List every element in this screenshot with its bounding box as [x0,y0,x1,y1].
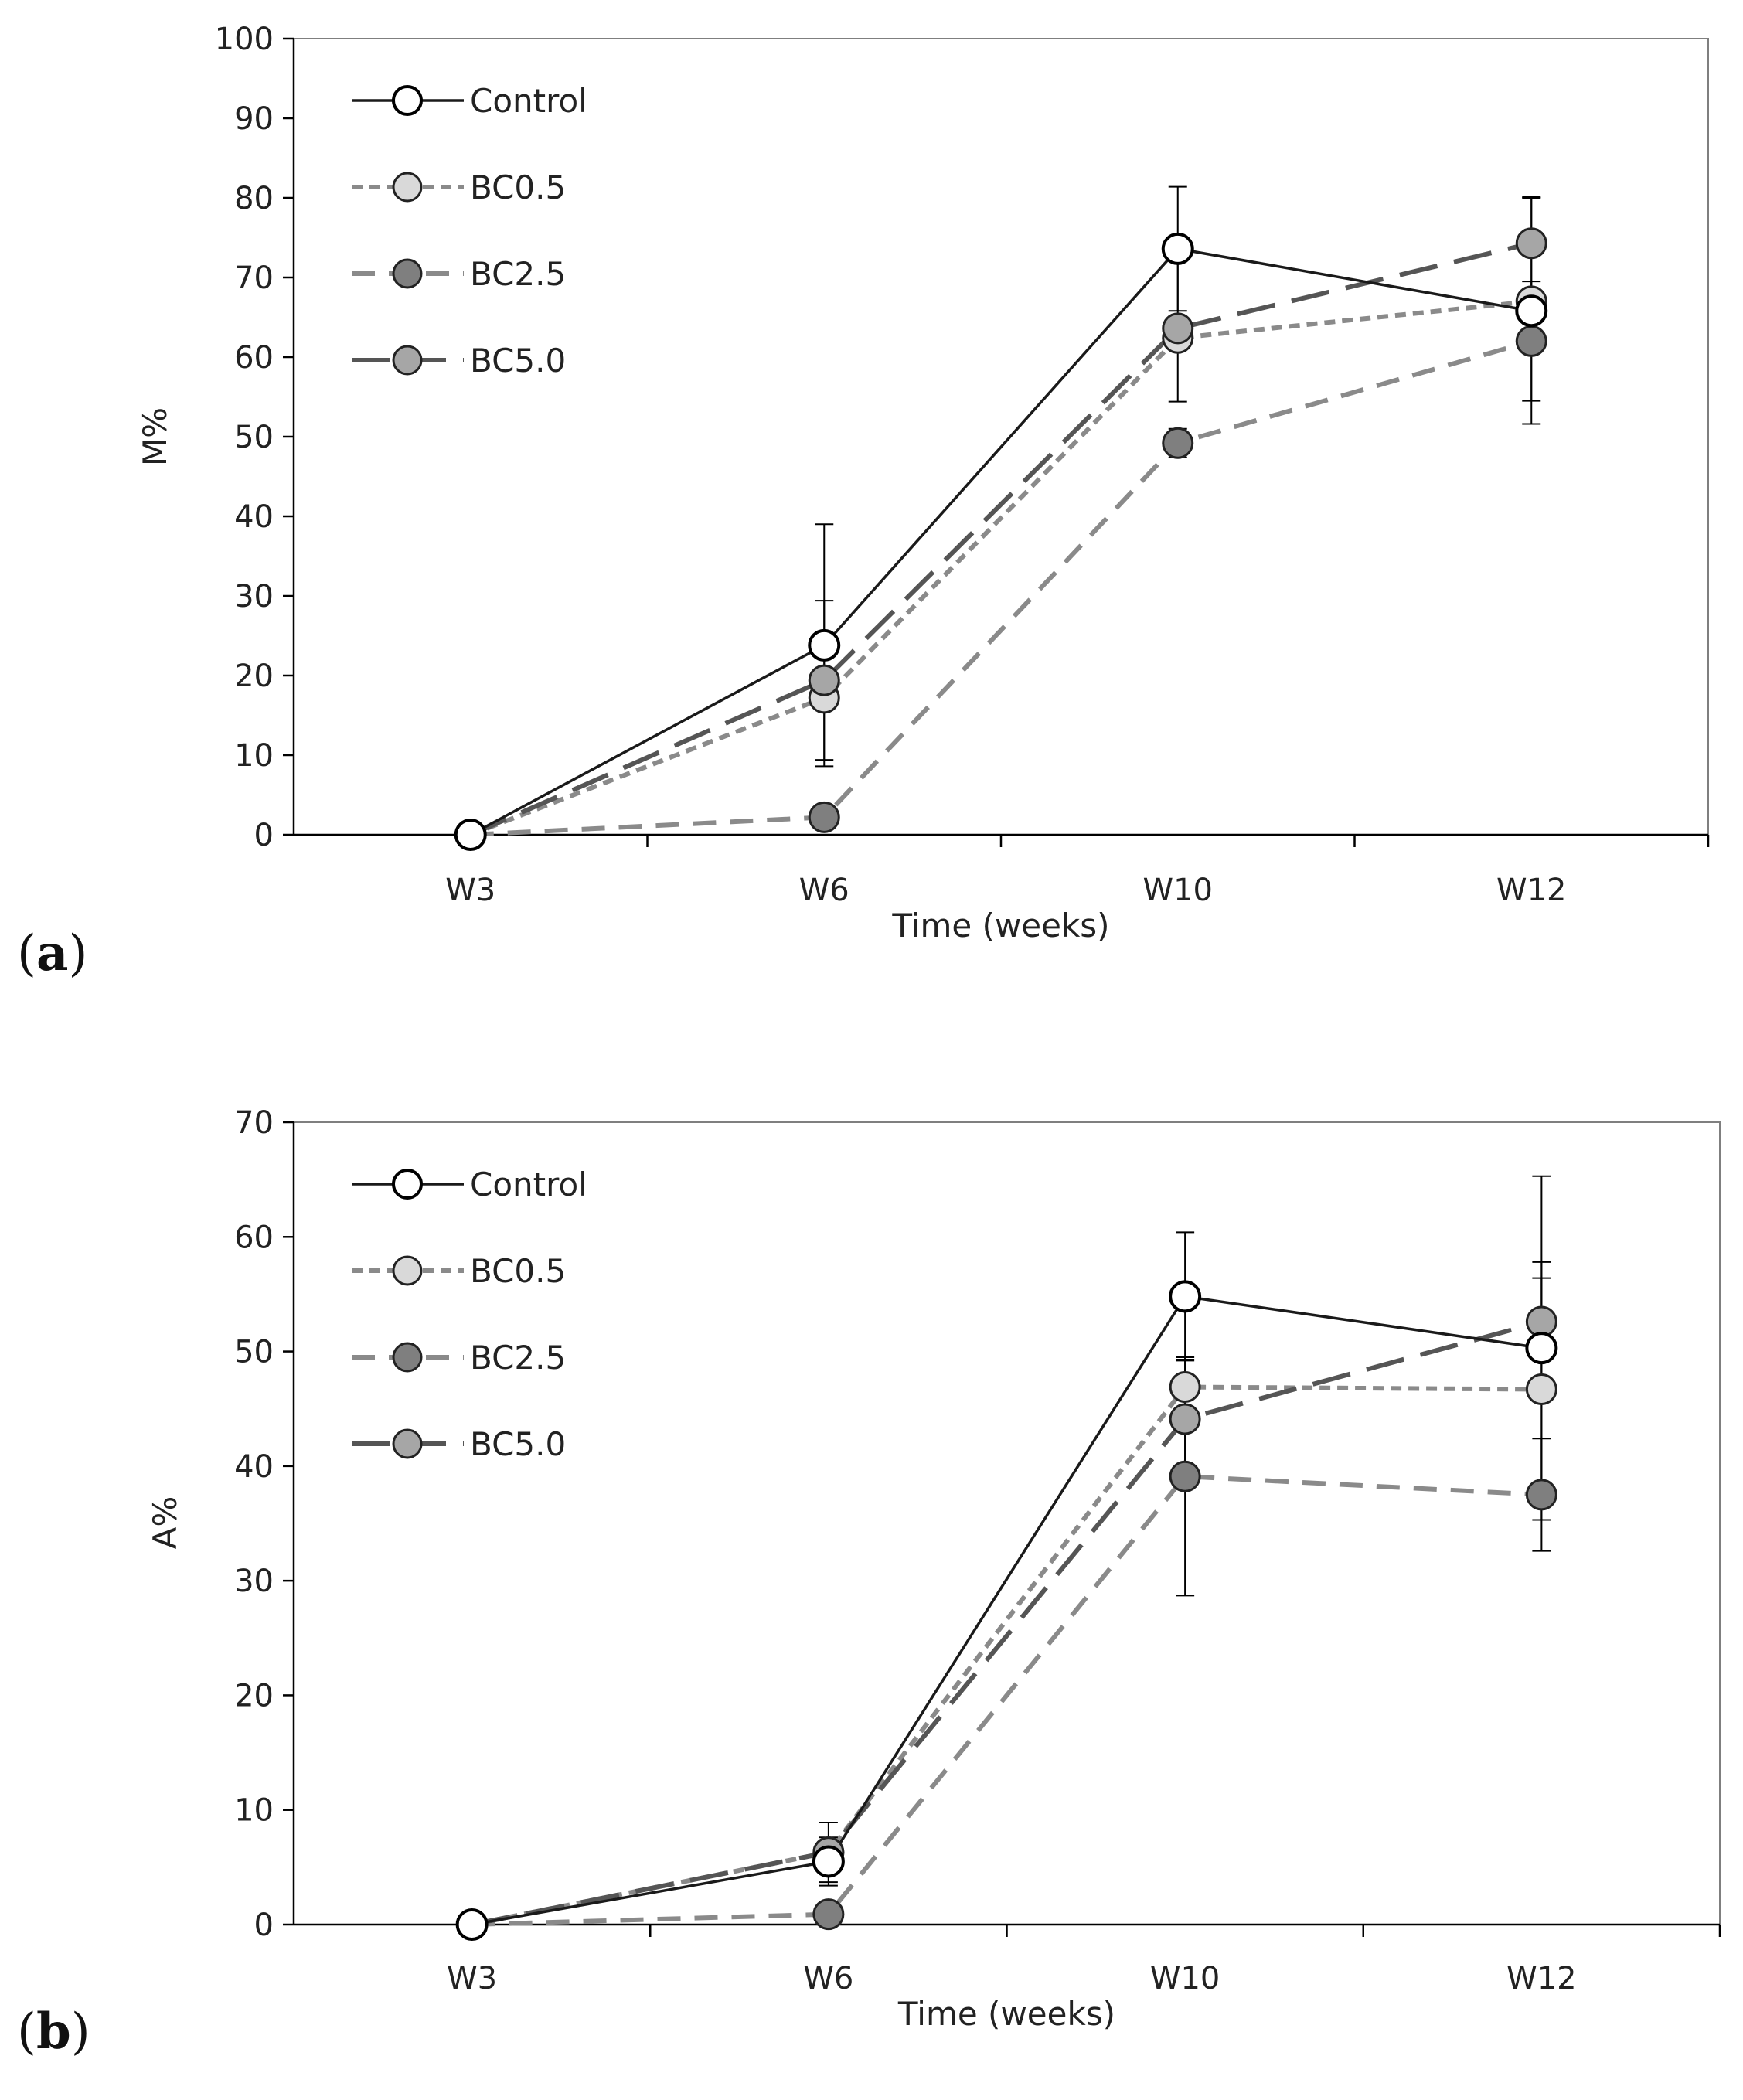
panel-b-point-bc5-0 [1169,1403,1201,1435]
panel-a-x-tick-label: W12 [1496,873,1566,908]
panel-b-y-axis-title: A% [146,1496,184,1550]
panel-b-label: (b) [17,2003,90,2061]
panel-a-y-tick-label: 10 [234,738,274,774]
panel-b-y-tick-label: 10 [234,1793,274,1829]
panel-a-legend-label-bc2-5: BC2.5 [470,255,566,293]
panel-a-y-tick-label: 90 [234,101,274,137]
panel-b-legend-marker-bc2-5 [392,1342,423,1373]
chart-panel-b: 0 10 20 30 40 50 60 70 W3 W6 W10 W12 Time (weeks) A% C… [146,1105,1721,2033]
panel-b-point-bc0-5 [1525,1373,1557,1406]
panel-a-legend-marker-bc2-5 [392,258,423,289]
panel-a-y-tick-label: 20 [234,659,274,694]
panel-b-point-bc0-5 [1169,1371,1201,1404]
panel-b-legend-label-bc2-5: BC2.5 [470,1339,566,1377]
panel-a-y-tick-label: 70 [234,260,274,296]
panel-b-x-tick-label: W3 [447,1961,497,1996]
panel-b-series-line-bc2-5 [471,1474,1542,1927]
panel-a-x-tick-label: W6 [799,873,849,908]
panel-a-point-bc2-5 [808,801,840,833]
panel-b-x-tick-label: W6 [803,1961,853,1996]
panel-b-point-bc2-5 [1169,1460,1201,1492]
panel-a-legend-label-control: Control [470,82,587,120]
panel-a-label: (a) [17,924,87,982]
panel-b-x-axis-title: Time (weeks) [897,1995,1115,2033]
panel-b-point-control [455,1908,489,1941]
panel-a-point-control [1161,232,1194,265]
panel-a-legend-label-bc5-0: BC5.0 [470,342,566,379]
chart-panel-a: 0 10 20 30 40 50 60 70 80 90 100 W3 W6 W10 W12 Time (we… [136,22,1710,944]
panel-b-x-tick-label: W12 [1506,1961,1576,1996]
panel-a-y-tick-label: 40 [234,499,274,535]
panel-a-series-line-bc0-5 [469,298,1532,837]
panel-a-point-bc5-0 [1162,312,1194,345]
panel-b-point-bc2-5 [1525,1479,1557,1511]
panel-b-y-tick-label: 20 [234,1678,274,1714]
panel-b-legend-marker-bc0-5 [392,1255,423,1286]
panel-a-y-tick-label: 60 [234,340,274,376]
panel-a-point-bc5-0 [808,664,840,696]
panel-a-legend-marker-bc0-5 [392,172,423,203]
panel-b-y-tick-label: 60 [234,1220,274,1255]
panel-b-x-tick-label: W10 [1150,1961,1220,1996]
panel-b-series-line-control [471,1295,1542,1926]
panel-a-point-control [454,819,487,851]
panel-b-legend-marker-bc5-0 [392,1428,423,1459]
panel-b-legend-label-bc5-0: BC5.0 [470,1425,566,1463]
panel-b-letter: b [36,2003,71,2061]
panel-a-y-tick-label: 80 [234,181,274,216]
panel-a-y-tick-label: 0 [254,818,274,853]
panel-a-point-control [1515,294,1548,328]
panel-a-x-tick-label: W3 [445,873,495,908]
panel-b-y-tick-label: 30 [234,1564,274,1599]
panel-a-point-control [808,628,841,662]
panel-a-legend-marker-control [392,85,423,116]
panel-b-y-tick-label: 70 [234,1105,274,1141]
panel-a-point-bc2-5 [1515,325,1547,357]
panel-a-series-line-control [469,247,1532,836]
panel-b-legend-label-control: Control [470,1166,587,1203]
panel-a-x-axis-title: Time (weeks) [891,907,1109,944]
panel-b-y-tick-label: 50 [234,1335,274,1370]
panel-b-plot-frame [293,1121,1721,1925]
panel-a-plot-frame [293,38,1709,836]
panel-a-point-bc2-5 [1162,427,1194,459]
panel-b-series-line-bc5-0 [471,1319,1543,1927]
panel-a-legend-marker-bc5-0 [392,345,423,376]
panel-a-y-tick-label: 50 [234,420,274,455]
panel-b-point-control [812,1845,845,1878]
panel-a-letter: a [36,924,68,982]
panel-a-x-tick-label: W10 [1143,873,1213,908]
panel-a-y-tick-label: 30 [234,579,274,614]
panel-a-point-bc5-0 [1515,227,1547,260]
panel-b-point-bc2-5 [812,1898,845,1931]
panel-a-y-tick-label: 100 [215,22,274,57]
panel-b-series-line-bc0-5 [471,1384,1542,1927]
panel-a-series-line-bc2-5 [470,339,1533,837]
panel-a-y-axis-title: M% [136,407,174,466]
panel-b-point-control [1525,1332,1558,1365]
panel-b-y-tick-label: 0 [254,1908,274,1943]
panel-a-series-line-bc5-0 [469,240,1532,837]
panel-b-legend-marker-control [392,1169,423,1200]
panel-b-point-control [1169,1280,1202,1313]
panel-b-y-tick-label: 40 [234,1449,274,1485]
panel-a-legend-label-bc0-5: BC0.5 [470,168,566,206]
panel-b-legend-label-bc0-5: BC0.5 [470,1252,566,1290]
